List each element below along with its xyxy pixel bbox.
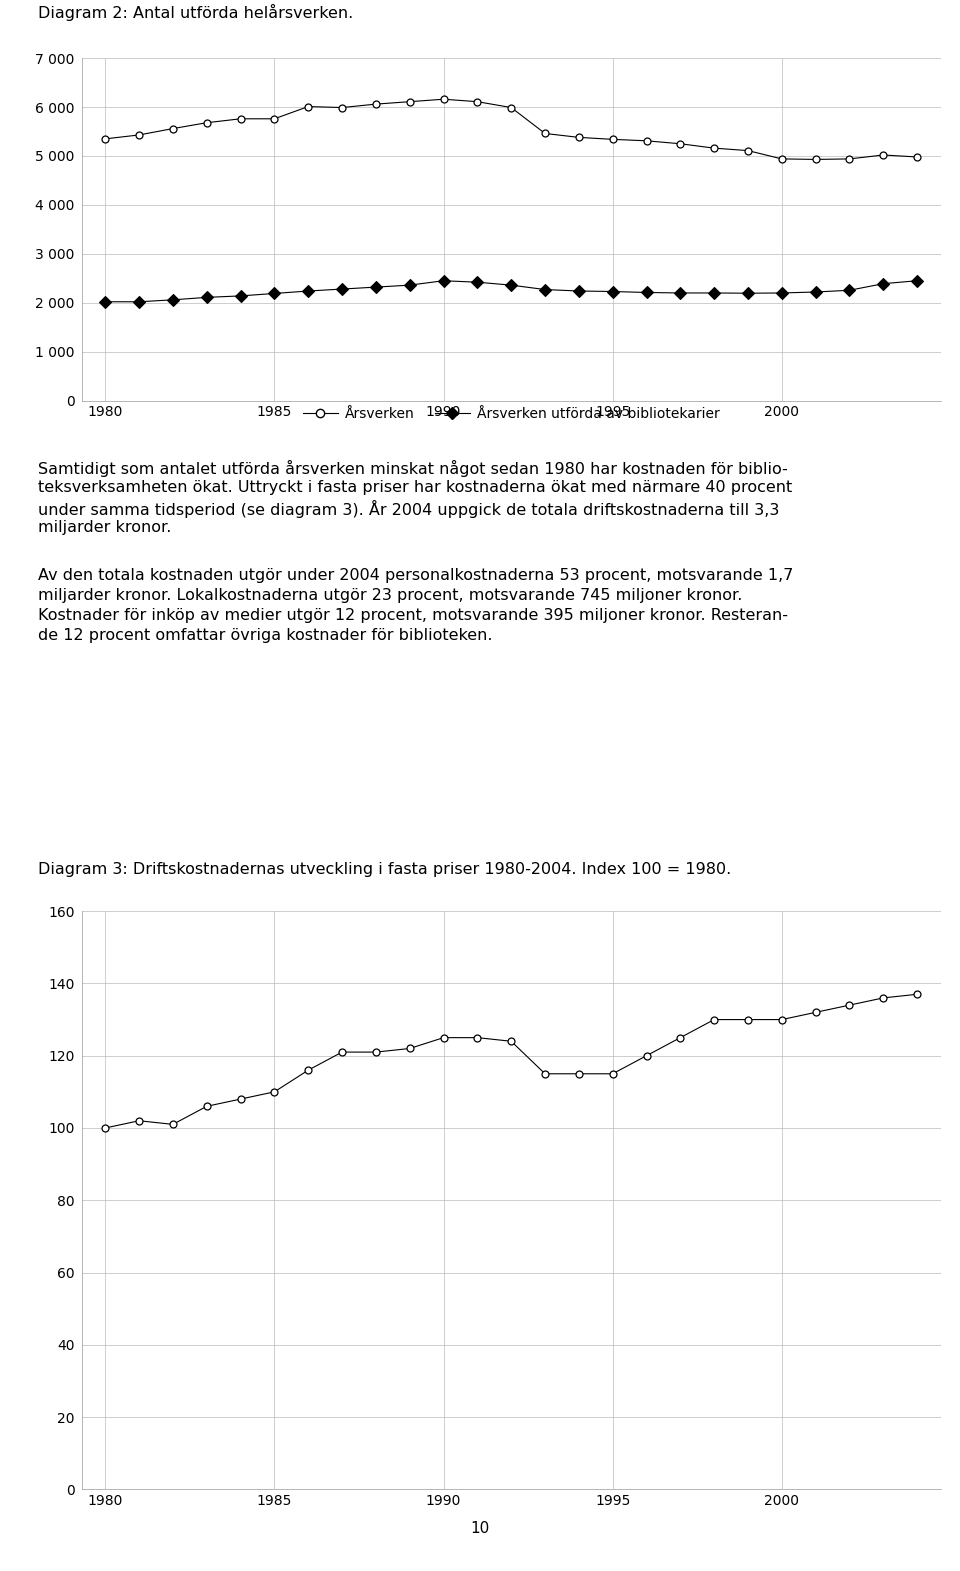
Legend: Årsverken, Årsverken utförda av bibliotekarier: Årsverken, Årsverken utförda av bibliote… [298, 401, 725, 426]
Text: miljarder kronor. Lokalkostnaderna utgör 23 procent, motsvarande 745 miljoner kr: miljarder kronor. Lokalkostnaderna utgör… [38, 588, 743, 603]
Text: Av den totala kostnaden utgör under 2004 personalkostnaderna 53 procent, motsvar: Av den totala kostnaden utgör under 2004… [38, 569, 794, 583]
Text: miljarder kronor.: miljarder kronor. [38, 520, 172, 536]
Text: Kostnader för inköp av medier utgör 12 procent, motsvarande 395 miljoner kronor.: Kostnader för inköp av medier utgör 12 p… [38, 608, 788, 624]
Text: Diagram 2: Antal utförda helårsverken.: Diagram 2: Antal utförda helårsverken. [38, 5, 353, 20]
Text: Samtidigt som antalet utförda årsverken minskat något sedan 1980 har kostnaden f: Samtidigt som antalet utförda årsverken … [38, 460, 788, 478]
Text: teksverksamheten ökat. Uttryckt i fasta priser har kostnaderna ökat med närmare : teksverksamheten ökat. Uttryckt i fasta … [38, 481, 793, 495]
Text: 10: 10 [470, 1521, 490, 1536]
Text: under samma tidsperiod (se diagram 3). År 2004 uppgick de totala driftskostnader: under samma tidsperiod (se diagram 3). Å… [38, 500, 780, 518]
Text: de 12 procent omfattar övriga kostnader för biblioteken.: de 12 procent omfattar övriga kostnader … [38, 628, 492, 643]
Text: Diagram 3: Driftskostnadernas utveckling i fasta priser 1980-2004. Index 100 = 1: Diagram 3: Driftskostnadernas utveckling… [38, 862, 732, 877]
